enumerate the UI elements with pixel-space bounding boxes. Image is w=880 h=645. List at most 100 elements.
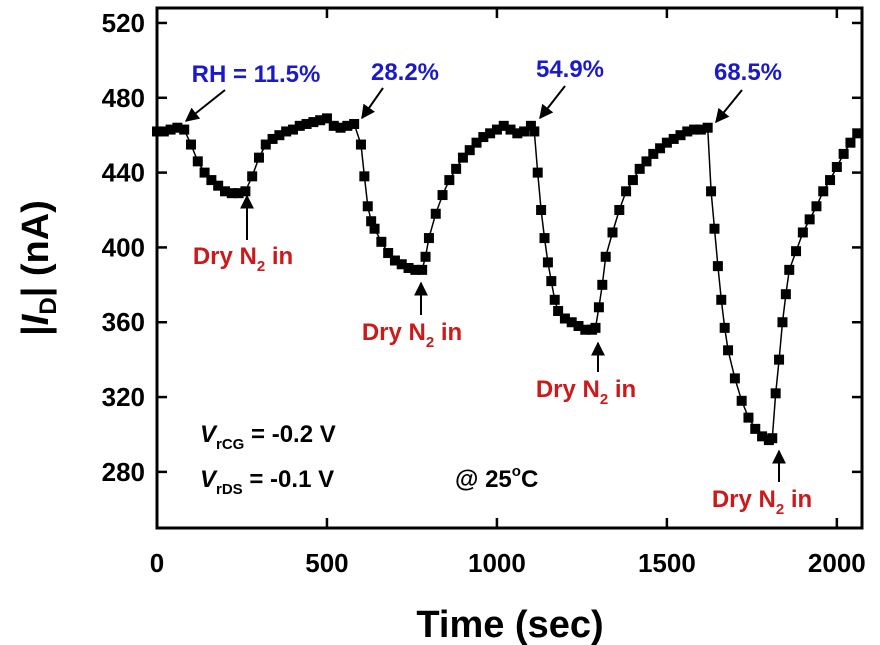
data-point: [743, 412, 754, 423]
data-point: [253, 152, 264, 163]
data-point: [750, 423, 761, 434]
data-point: [825, 175, 836, 186]
data-point: [600, 251, 611, 262]
data-point: [417, 264, 428, 275]
annotation-part: o: [512, 463, 521, 480]
data-point: [811, 201, 822, 212]
annotation: Dry N2 in: [712, 486, 812, 518]
data-point: [838, 148, 849, 159]
data-point: [355, 139, 366, 150]
data-point: [185, 139, 196, 150]
data-point: [287, 124, 298, 135]
x-tick-label: 1000: [468, 548, 526, 578]
data-point: [457, 152, 468, 163]
data-point: [491, 124, 502, 135]
data-point: [274, 130, 285, 141]
annotation-part: 2: [426, 334, 434, 351]
annotation-arrow: [539, 85, 566, 120]
data-point: [478, 132, 489, 143]
data-point: [784, 264, 795, 275]
data-point: [675, 130, 686, 141]
data-point: [451, 163, 462, 174]
data-point: [342, 120, 353, 131]
data-point: [709, 223, 720, 234]
annotation: Dry N2 in: [193, 243, 293, 275]
annotation-part: in: [434, 319, 462, 346]
data-point: [719, 322, 730, 333]
data-point: [546, 276, 557, 287]
annotation-part: rCG: [216, 436, 244, 453]
annotation: VrCG = -0.2 V: [200, 421, 336, 453]
data-point: [831, 161, 842, 172]
data-point: [736, 395, 747, 406]
data-line: [157, 117, 858, 441]
data-point: [240, 186, 251, 197]
data-point: [852, 128, 863, 139]
y-tick-label: 440: [102, 158, 145, 188]
data-point: [566, 317, 577, 328]
y-tick-label: 280: [102, 457, 145, 487]
x-tick-label: 2000: [808, 548, 866, 578]
data-point: [593, 302, 604, 313]
data-point: [213, 180, 224, 191]
data-point: [423, 233, 434, 244]
data-point: [695, 124, 706, 135]
data-point: [396, 259, 407, 270]
data-point: [165, 124, 176, 135]
annotation-part: 2: [600, 391, 608, 408]
data-point: [152, 126, 162, 137]
data-point: [267, 133, 278, 144]
data-point: [777, 317, 788, 328]
annotation: Dry N2 in: [536, 376, 636, 408]
data-point: [512, 128, 523, 139]
data-point: [525, 120, 536, 131]
data-point: [590, 322, 601, 333]
data-point: [444, 175, 455, 186]
annotation: VrDS = -0.1 V: [200, 466, 334, 498]
data-point: [206, 175, 217, 186]
data-point: [573, 320, 584, 331]
data-point: [233, 188, 244, 199]
data-point: [410, 264, 421, 275]
data-point: [729, 373, 740, 384]
y-tick-label: 320: [102, 382, 145, 412]
annotation: RH = 11.5%: [192, 61, 321, 88]
x-tick-label: 500: [305, 548, 348, 578]
data-point: [539, 233, 550, 244]
annotation-arrow: [361, 87, 384, 120]
data-point: [648, 148, 659, 159]
annotation-part: = -0.2 V: [244, 421, 335, 448]
y-tick-label: 400: [102, 232, 145, 262]
data-point: [498, 120, 509, 131]
x-axis-title: Time (sec): [416, 604, 603, 645]
data-point: [328, 120, 339, 131]
y-tick-label: 520: [102, 8, 145, 38]
data-point: [301, 118, 312, 129]
annotation-part: in: [784, 486, 812, 513]
data-point: [818, 186, 829, 197]
data-point: [661, 137, 672, 148]
annotation-part: Dry N: [536, 376, 600, 403]
data-point: [559, 313, 570, 324]
annotation-part: C: [521, 466, 538, 493]
data-point: [376, 236, 387, 247]
data-point: [845, 137, 856, 148]
data-point: [247, 171, 258, 182]
annotation-part: Dry N: [712, 486, 776, 513]
data-point: [542, 257, 553, 268]
data-point: [437, 190, 448, 201]
annotation-part: in: [265, 243, 293, 270]
data-point: [464, 145, 475, 156]
data-point: [641, 156, 652, 167]
annotation-part: 2: [776, 501, 784, 518]
data-point: [804, 214, 815, 225]
data-point: [655, 143, 666, 154]
data-point: [614, 205, 625, 216]
data-point: [294, 120, 305, 131]
data-point: [634, 163, 645, 174]
annotation-part: @ 25: [455, 466, 512, 493]
data-point: [420, 251, 431, 262]
data-point: [689, 124, 700, 135]
data-point: [519, 126, 530, 137]
